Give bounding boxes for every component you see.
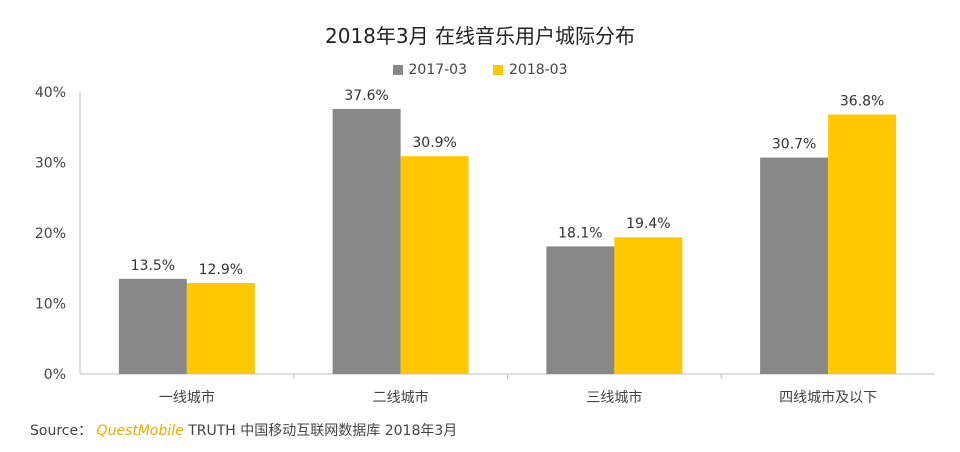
x-tick-label: 二线城市	[373, 389, 429, 406]
bar-2018-03	[400, 156, 469, 374]
x-tick-label: 四线城市及以下	[779, 389, 877, 406]
chart-title: 2018年3月 在线音乐用户城际分布	[325, 24, 635, 48]
bar-2017-03	[118, 278, 187, 374]
y-tick-label: 40%	[35, 85, 66, 101]
bar-2017-03	[760, 157, 829, 374]
bar-2017-03	[546, 246, 615, 374]
x-tick-label: 一线城市	[159, 389, 215, 406]
data-label: 13.5%	[131, 258, 175, 274]
data-label: 30.7%	[772, 137, 816, 153]
y-tick-label: 30%	[35, 156, 66, 172]
source-note: Source： QuestMobile TRUTH 中国移动互联网数据库 201…	[30, 420, 457, 440]
legend: 2017-03 2018-03	[0, 62, 960, 78]
bar-2018-03	[828, 114, 897, 374]
bar-2017-03	[332, 108, 401, 375]
data-label: 19.4%	[626, 216, 670, 232]
source-brand: QuestMobile	[96, 423, 184, 439]
legend-label-2018: 2018-03	[509, 62, 568, 78]
bar-2018-03	[614, 237, 683, 374]
legend-item-2018: 2018-03	[493, 62, 568, 78]
legend-item-2017: 2017-03	[392, 62, 468, 78]
data-label: 37.6%	[344, 88, 388, 104]
data-label: 36.8%	[840, 94, 884, 110]
data-label: 30.9%	[412, 135, 456, 151]
source-label: Source：	[30, 423, 93, 439]
data-label: 12.9%	[199, 262, 243, 278]
legend-label-2017: 2017-03	[408, 62, 468, 78]
source-text: TRUTH 中国移动互联网数据库 2018年3月	[188, 423, 458, 439]
legend-swatch-2017	[392, 65, 403, 75]
x-tick-label: 三线城市	[586, 389, 642, 406]
y-tick-label: 20%	[35, 226, 66, 242]
y-tick-label: 10%	[35, 297, 66, 313]
data-label: 18.1%	[558, 225, 602, 241]
legend-swatch-2018	[493, 65, 503, 75]
y-tick-label: 0%	[44, 367, 66, 383]
bar-2018-03	[186, 283, 255, 374]
